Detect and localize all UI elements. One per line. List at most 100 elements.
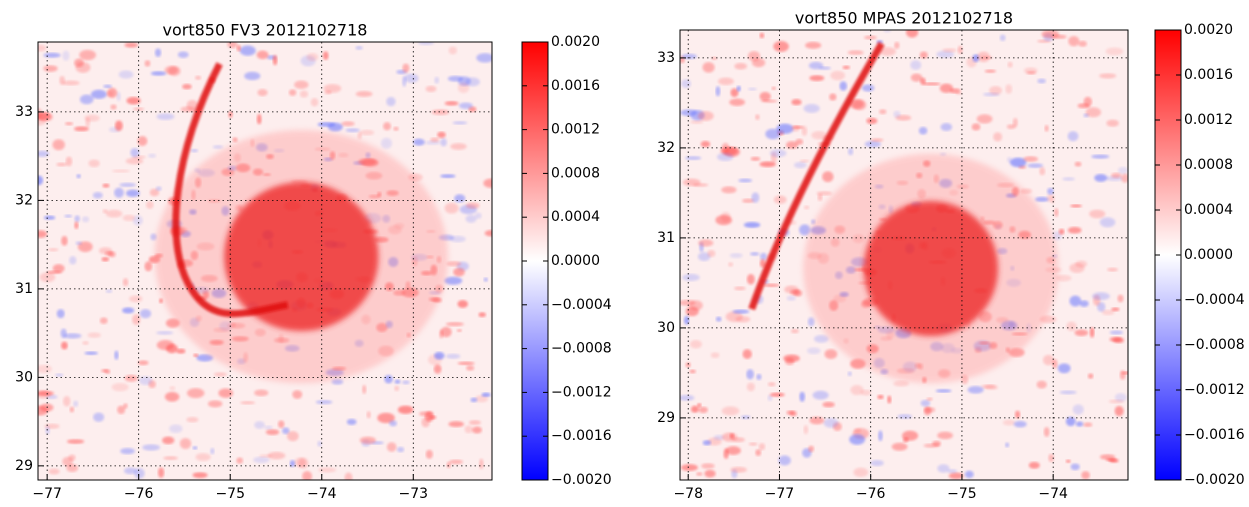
colorbar-tick-label: 0.0020: [551, 34, 600, 50]
texture: [746, 382, 755, 392]
texture: [56, 309, 65, 319]
texture: [63, 395, 71, 407]
texture: [1012, 117, 1018, 128]
texture: [1058, 228, 1065, 235]
texture: [448, 46, 457, 55]
texture: [317, 122, 336, 127]
texture: [799, 159, 810, 163]
texture: [75, 62, 91, 73]
texture: [341, 121, 355, 127]
texture: [65, 156, 73, 167]
texture: [918, 126, 928, 135]
texture: [93, 412, 105, 422]
texture: [1006, 124, 1016, 130]
texture: [114, 187, 124, 198]
texture: [799, 391, 805, 402]
texture: [808, 61, 824, 70]
texture: [87, 332, 101, 338]
texture: [697, 111, 714, 121]
texture: [156, 113, 175, 120]
texture: [977, 51, 990, 63]
colorbar-tick-label: −0.0020: [1184, 472, 1245, 488]
texture: [823, 418, 839, 428]
rainband: [748, 41, 885, 311]
texture: [186, 417, 199, 423]
texture: [366, 411, 371, 419]
texture: [776, 123, 794, 134]
texture: [1107, 267, 1118, 272]
texture: [761, 99, 778, 103]
rainband: [172, 62, 289, 318]
texture: [90, 89, 107, 100]
texture: [125, 189, 140, 197]
texture: [730, 466, 747, 473]
colorbar-tick-label: 0.0008: [1184, 157, 1233, 173]
texture: [149, 188, 160, 197]
texture: [940, 123, 953, 132]
x-tick-label: −77: [765, 486, 795, 502]
texture: [447, 75, 464, 82]
texture: [119, 182, 137, 187]
y-tick-label: 33: [15, 104, 33, 120]
texture: [1039, 167, 1046, 176]
texture: [850, 384, 864, 396]
texture: [156, 330, 174, 335]
texture: [88, 159, 100, 168]
texture: [438, 329, 444, 339]
texture: [79, 94, 94, 105]
texture: [786, 295, 796, 301]
texture: [864, 140, 881, 148]
texture: [144, 261, 153, 272]
texture: [1105, 47, 1124, 56]
texture: [822, 171, 834, 183]
texture: [384, 374, 393, 384]
x-tick-label: −74: [307, 486, 337, 502]
texture: [1007, 61, 1013, 68]
texture: [936, 50, 955, 58]
texture: [317, 440, 322, 447]
texture: [122, 278, 129, 287]
texture: [137, 135, 148, 147]
texture: [1055, 274, 1072, 282]
texture: [124, 374, 138, 382]
texture: [849, 434, 866, 445]
texture: [433, 364, 442, 374]
texture: [813, 335, 829, 343]
x-tick-label: −75: [215, 486, 245, 502]
texture: [1106, 119, 1119, 127]
texture: [155, 186, 162, 191]
texture: [698, 406, 709, 414]
texture: [105, 289, 113, 293]
texture: [138, 376, 153, 386]
texture: [82, 216, 90, 223]
texture: [1109, 336, 1122, 342]
texture: [842, 65, 851, 70]
texture: [1048, 453, 1055, 463]
texture: [1089, 209, 1106, 219]
texture: [902, 430, 919, 441]
texture: [948, 472, 964, 480]
texture: [947, 468, 958, 474]
texture: [294, 80, 309, 89]
texture: [812, 390, 829, 400]
texture: [48, 468, 60, 475]
texture: [919, 51, 928, 59]
texture: [76, 174, 81, 179]
texture: [84, 351, 98, 355]
texture: [278, 420, 285, 429]
texture: [132, 314, 141, 325]
texture: [861, 84, 875, 92]
texture: [681, 464, 698, 472]
texture: [484, 230, 492, 237]
texture: [117, 405, 126, 415]
vorticity-field: [680, 30, 1128, 480]
texture: [292, 390, 303, 399]
texture: [1075, 421, 1084, 427]
texture: [748, 51, 761, 62]
colorbar-tick-label: −0.0008: [1184, 337, 1245, 353]
texture: [150, 71, 167, 76]
texture: [101, 257, 110, 262]
texture: [870, 138, 884, 142]
texture: [434, 76, 440, 84]
chart-title: vort850 FV3 2012102718: [163, 21, 368, 40]
